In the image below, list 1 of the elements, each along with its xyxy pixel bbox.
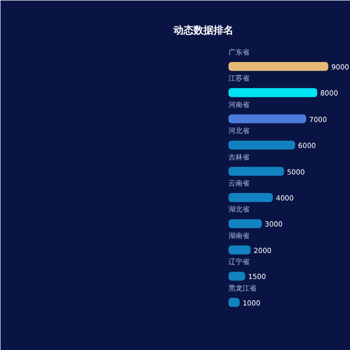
chart-title: 动态数据排名 [172,24,234,36]
